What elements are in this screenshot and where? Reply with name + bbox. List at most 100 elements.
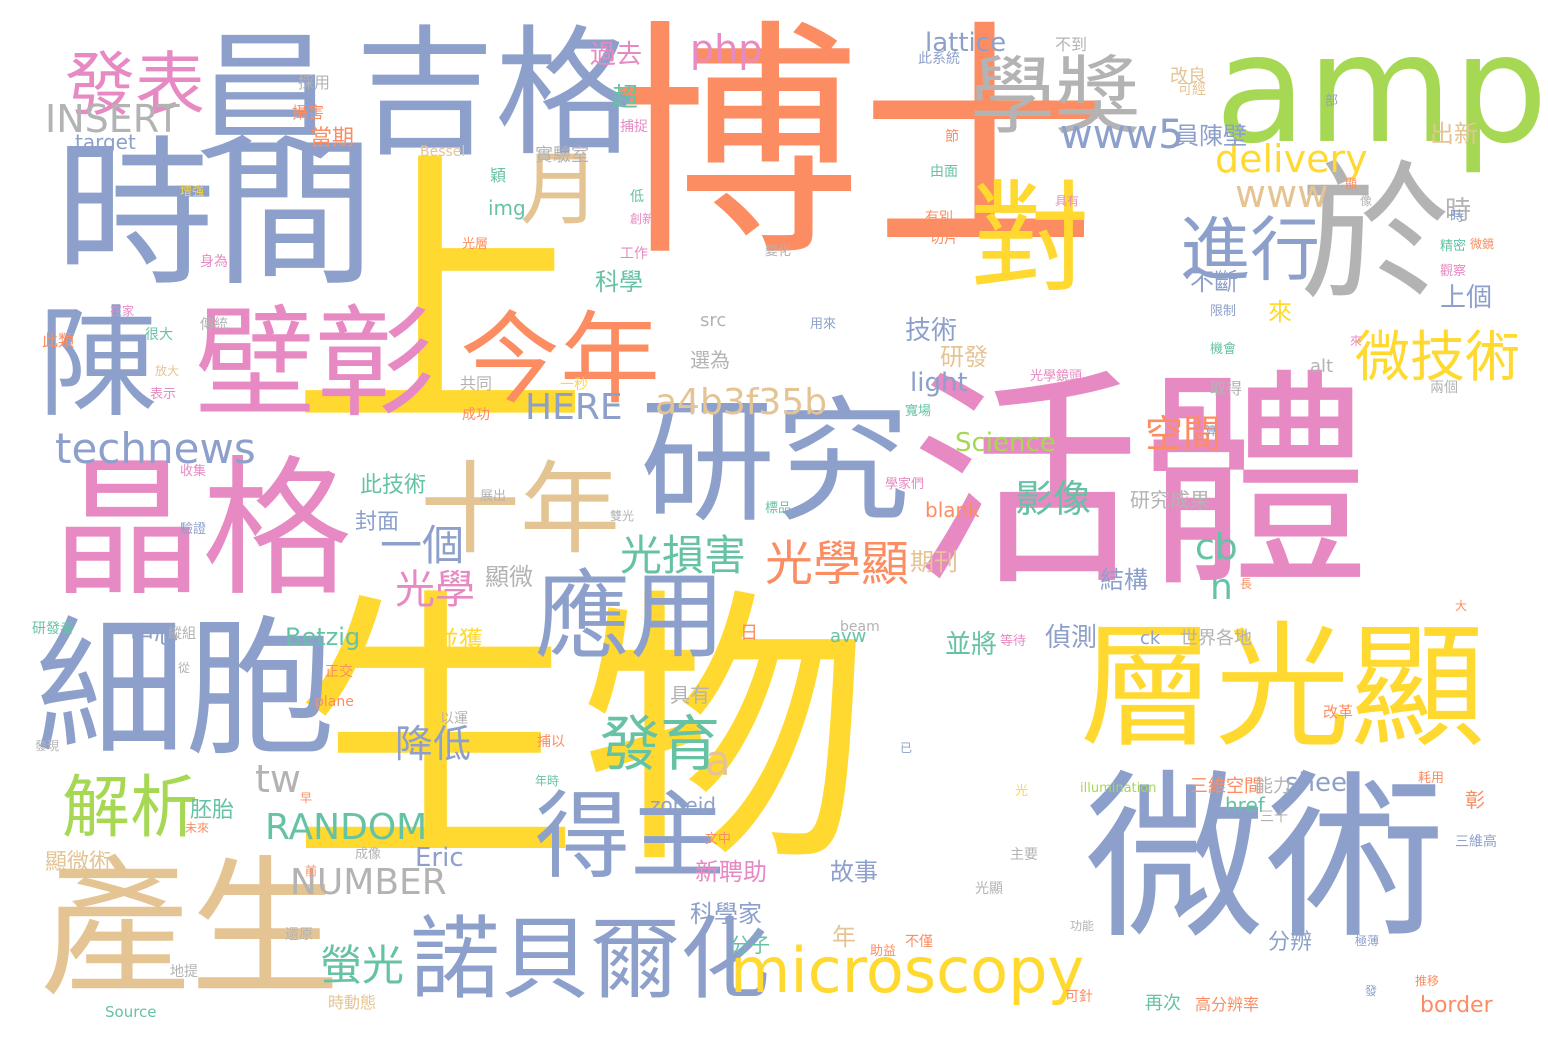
word-cloud-word: 分辨 — [1268, 930, 1313, 955]
word-cloud-word: 創新 — [630, 212, 655, 226]
word-cloud-word: 功能 — [1070, 919, 1095, 933]
word-cloud-word: 像 — [1360, 194, 1373, 208]
word-cloud-word: 耗用 — [1418, 771, 1445, 786]
word-cloud-word: 期刊 — [910, 548, 958, 576]
word-cloud-word: 研發 — [940, 343, 988, 371]
word-cloud-word: 年 — [832, 923, 856, 951]
word-cloud-word: 活體 — [910, 351, 1371, 618]
word-cloud-word: 來 — [1350, 334, 1363, 348]
word-cloud-word: light — [910, 368, 968, 398]
word-cloud-word: ck — [1140, 628, 1161, 649]
word-cloud-word: 捕以 — [537, 734, 565, 750]
word-cloud-word: 時 — [1445, 196, 1472, 226]
word-cloud-word: 螢光 — [320, 941, 405, 990]
word-cloud-word: 選為 — [690, 348, 730, 372]
word-cloud-word: 切片 — [930, 231, 958, 247]
word-cloud-word: 光學顯 — [765, 536, 910, 592]
word-cloud-word: 等待 — [1000, 634, 1027, 649]
word-cloud-word: 具有 — [670, 683, 710, 707]
word-cloud-word: 有別 — [925, 210, 953, 226]
word-cloud-word: 表示 — [150, 387, 177, 402]
word-cloud-word: 能力 — [1255, 776, 1291, 797]
word-cloud-word: sheet — [1285, 768, 1358, 798]
word-cloud-word: 未來 — [185, 821, 210, 835]
word-cloud-word: 對 — [970, 170, 1090, 309]
word-cloud-word: 新聘助 — [695, 858, 767, 886]
word-cloud-word: beam — [840, 619, 880, 635]
word-cloud-word: 兩個 — [1430, 380, 1458, 396]
word-cloud-word: 光 — [1015, 784, 1029, 799]
word-cloud-word: src — [700, 310, 727, 331]
word-cloud-word: 地提 — [170, 964, 198, 980]
word-cloud-word: 當期 — [310, 126, 355, 151]
word-cloud-word: 標品 — [765, 501, 792, 516]
word-cloud-word: 結構 — [1100, 566, 1148, 594]
word-cloud-word: 由面 — [930, 164, 958, 180]
word-cloud-word: 發育 — [600, 710, 720, 780]
word-cloud-word: 於 — [1300, 148, 1451, 322]
word-cloud-word: php — [690, 27, 763, 71]
word-cloud-word: 時 — [1450, 209, 1464, 225]
word-cloud-word: 實驗室 — [535, 145, 589, 166]
word-cloud-word: 雙光 — [610, 509, 635, 523]
word-cloud-word: 月 — [520, 143, 600, 236]
word-cloud-word: INSERT — [45, 97, 180, 141]
word-cloud-word: plane — [315, 694, 354, 710]
word-cloud-word: 空間 — [1145, 412, 1222, 456]
word-cloud-word: 攝害 — [292, 103, 325, 122]
word-cloud-word: technews — [55, 424, 256, 473]
word-cloud-word: n — [1210, 567, 1233, 608]
word-cloud-word: alt — [1310, 356, 1334, 377]
word-cloud-word: RANDOM — [265, 807, 428, 848]
word-cloud-word: 彰 — [1465, 788, 1485, 812]
word-cloud-word: 影像 — [1015, 477, 1092, 521]
word-cloud-word: 共同 — [460, 374, 493, 393]
word-cloud-word: zoneid — [650, 793, 716, 817]
word-cloud-word: href — [1225, 793, 1265, 817]
word-cloud-word: 微術 — [1085, 755, 1446, 964]
word-cloud-word: 年時 — [535, 774, 560, 788]
word-cloud-word: target — [75, 130, 136, 154]
word-cloud-word: 收集 — [180, 464, 207, 479]
word-cloud-word: 取得 — [1210, 379, 1243, 398]
word-cloud-word: 世界各地 — [1180, 628, 1252, 649]
word-cloud-word: 不斷 — [1190, 268, 1238, 296]
word-cloud-word: 高分辨率 — [1195, 995, 1260, 1014]
word-cloud-word: 日 — [740, 623, 758, 644]
word-cloud-word: 微鏡 — [1470, 237, 1495, 251]
word-cloud-word: 過去 — [590, 40, 643, 70]
word-cloud-word: 寬場 — [905, 404, 932, 419]
word-cloud-word: 出新 — [1430, 120, 1478, 148]
word-cloud-word: 超 — [612, 83, 639, 113]
word-cloud-word: 此技術 — [360, 473, 427, 498]
word-cloud-word: 極薄 — [1355, 934, 1380, 948]
word-cloud-word: 偵測 — [1045, 623, 1098, 653]
word-cloud-word: 捕捉 — [620, 119, 648, 135]
word-cloud-word: 科學 — [595, 268, 643, 296]
word-cloud-word: 光層 — [462, 237, 489, 252]
word-cloud-word: 光損害 — [620, 531, 747, 580]
word-cloud-word: 一個 — [380, 521, 465, 570]
word-cloud-word: avw — [830, 626, 867, 647]
word-cloud-word: 今年 — [460, 301, 660, 418]
word-cloud-word: tw — [255, 757, 301, 801]
word-cloud-word: 研究成果 — [1130, 488, 1210, 512]
word-cloud-word: 文中 — [705, 832, 732, 847]
word-cloud-word: 博士 — [610, 0, 1110, 290]
word-cloud-word: 吉格 — [355, 13, 636, 176]
word-cloud-word: 顯微 — [485, 563, 533, 591]
word-cloud-word: 研發者 — [32, 621, 74, 637]
word-cloud-word: 十年 — [420, 451, 620, 568]
word-cloud-word: 壁彰 — [195, 295, 435, 434]
word-cloud-word: 以運 — [440, 711, 468, 727]
word-cloud-word: 展出 — [480, 489, 507, 504]
word-cloud-word: 並獲 — [435, 626, 483, 654]
word-cloud-word: 再次 — [1145, 993, 1181, 1014]
word-cloud-word: 正交 — [325, 664, 353, 680]
word-cloud-word: lattice — [925, 28, 1007, 58]
word-cloud-word: 故事 — [830, 858, 878, 886]
word-cloud-word: 光學鏡頭 — [1030, 369, 1083, 384]
word-cloud-word: cb — [1195, 527, 1238, 568]
word-cloud-word: 陳 — [38, 295, 158, 434]
word-cloud-word: 三十 — [1260, 809, 1288, 825]
